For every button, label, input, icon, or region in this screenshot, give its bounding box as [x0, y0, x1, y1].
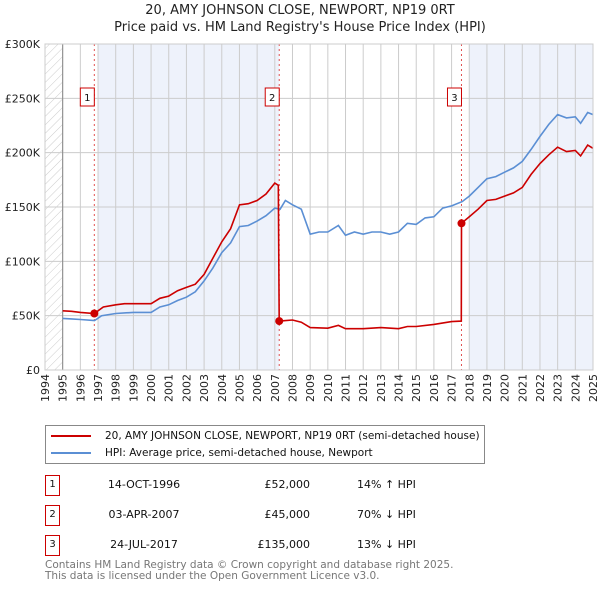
- x-tick-label: 2006: [251, 374, 264, 402]
- footer-line: Contains HM Land Registry data © Crown c…: [45, 559, 454, 571]
- subtitle-line: Price paid vs. HM Land Registry's House …: [114, 20, 486, 35]
- y-tick-label: £50K: [12, 310, 41, 323]
- x-tick-label: 2015: [410, 374, 423, 402]
- x-tick-label: 2005: [233, 374, 246, 402]
- x-tick-label: 2009: [304, 374, 317, 402]
- x-tick-label: 2004: [216, 374, 229, 402]
- y-tick-label: £300K: [5, 38, 41, 51]
- x-tick-label: 2007: [269, 374, 282, 402]
- x-tick-label: 2025: [587, 374, 600, 402]
- sale-date: 03-APR-2007: [108, 508, 180, 521]
- x-tick-label: 1995: [57, 374, 70, 402]
- table-row: 2 03-APR-2007 £45,000 70% ↓ HPI: [45, 505, 465, 526]
- sale-price: £52,000: [264, 478, 311, 491]
- footer-line: This data is licensed under the Open Gov…: [45, 570, 380, 582]
- legend-label: HPI: Average price, semi-detached house,…: [105, 447, 373, 459]
- x-tick-label: 2012: [357, 374, 370, 402]
- hpi-line: [62, 111, 594, 322]
- x-tick-label: 2016: [428, 374, 441, 402]
- x-tick-label: 1997: [92, 374, 105, 402]
- sale-label-box: [264, 87, 280, 107]
- x-tick-label: 2024: [569, 374, 582, 402]
- sale-price: £45,000: [264, 508, 311, 521]
- sale-hpi: 14% ↑ HPI: [357, 478, 416, 491]
- x-tick-label: 2019: [481, 374, 494, 402]
- sale-label: 3: [451, 93, 457, 104]
- legend-label: 20, AMY JOHNSON CLOSE, NEWPORT, NP19 0RT…: [105, 430, 480, 442]
- chart: 1994 1995 1996 1997 1998 1999 2000 2001 2002 2003…: [5, 38, 600, 402]
- x-tick-label: 2017: [446, 374, 459, 402]
- x-tick-label: 1999: [127, 374, 140, 402]
- sale-hpi: 13% ↓ HPI: [357, 538, 416, 551]
- x-tick-label: 2014: [393, 374, 406, 402]
- x-tick-label: 2010: [322, 374, 335, 402]
- plot-border: [44, 43, 594, 371]
- sale-number: 1: [45, 475, 60, 496]
- x-tick-label: 2018: [463, 374, 476, 402]
- y-tick-label: £150K: [5, 201, 41, 214]
- x-tick-label: 1996: [74, 374, 87, 402]
- legend-swatch-blue: [51, 452, 91, 454]
- table-row: 1 14-OCT-1996 £52,000 14% ↑ HPI: [45, 475, 465, 496]
- sale-label-box: [446, 87, 462, 107]
- y-tick-label: £250K: [5, 92, 41, 105]
- x-tick-label: 2003: [198, 374, 211, 402]
- x-tick-label: 2000: [145, 374, 158, 402]
- sale-label: 1: [84, 93, 90, 104]
- x-tick-label: 1994: [39, 374, 52, 402]
- sale-number: 2: [45, 505, 60, 526]
- legend-item-property: 20, AMY JOHNSON CLOSE, NEWPORT, NP19 0RT…: [46, 427, 480, 445]
- x-tick-label: 2001: [163, 374, 176, 402]
- x-tick-label: 2020: [499, 374, 512, 402]
- table-row: 3 24-JUL-2017 £135,000 13% ↓ HPI: [45, 535, 465, 556]
- x-tick-label: 2021: [516, 374, 529, 402]
- sale-number: 3: [45, 535, 60, 556]
- sale-label-box: [79, 87, 95, 107]
- sale-hpi: 70% ↓ HPI: [357, 508, 416, 521]
- sale-point: [275, 317, 284, 326]
- sale-date: 14-OCT-1996: [107, 478, 181, 491]
- legend-item-hpi: HPI: Average price, semi-detached house,…: [46, 444, 373, 462]
- title-line: 20, AMY JOHNSON CLOSE, NEWPORT, NP19 0RT: [145, 3, 455, 18]
- x-tick-label: 2023: [552, 374, 565, 402]
- sale-point: [457, 219, 466, 228]
- sale-point: [90, 309, 99, 318]
- legend: 20, AMY JOHNSON CLOSE, NEWPORT, NP19 0RT…: [45, 425, 485, 464]
- sale-price: £135,000: [257, 538, 311, 551]
- sale-label: 2: [269, 93, 275, 104]
- x-tick-label: 2022: [534, 374, 547, 402]
- legend-swatch-red: [51, 435, 91, 437]
- sale-date: 24-JUL-2017: [110, 538, 178, 551]
- x-tick-label: 2011: [340, 374, 353, 402]
- y-tick-label: £200K: [5, 147, 41, 160]
- x-tick-label: 2002: [180, 374, 193, 402]
- price-paid-line: [62, 144, 594, 330]
- footer: Contains HM Land Registry data © Crown c…: [45, 560, 453, 582]
- x-tick-label: 1998: [110, 374, 123, 402]
- x-tick-label: 2008: [286, 374, 299, 402]
- x-tick-label: 2013: [375, 374, 388, 402]
- y-tick-label: £0: [26, 364, 40, 377]
- y-tick-label: £100K: [5, 255, 41, 268]
- chart-title: 20, AMY JOHNSON CLOSE, NEWPORT, NP19 0RT…: [0, 2, 600, 36]
